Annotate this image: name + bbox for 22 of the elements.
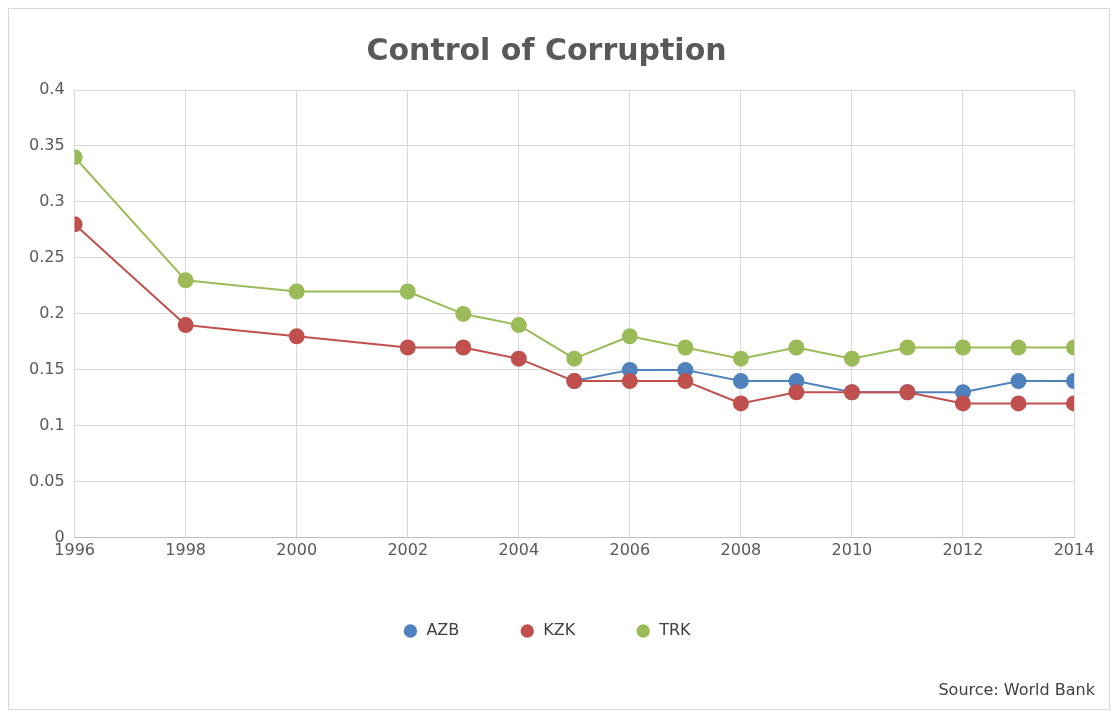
y-tick-label: 0.35: [29, 135, 65, 155]
y-tick-label: 0.05: [29, 470, 65, 490]
x-tick-label: 1998: [165, 539, 207, 559]
x-tick-label: 2010: [831, 539, 873, 559]
x-tick-label: 2004: [498, 539, 540, 559]
x-tick-label: 2000: [276, 539, 318, 559]
legend-label: AZB: [426, 620, 460, 640]
y-tick-label: 0.25: [29, 247, 65, 267]
legend-label: TRK: [658, 620, 692, 640]
legend-label: KZK: [543, 620, 576, 640]
source-note: Source: World Bank: [938, 680, 1095, 699]
x-tick-label: 2008: [720, 539, 762, 559]
x-tick-label: 2014: [1053, 539, 1095, 559]
chart-title: Control of Corruption: [366, 31, 727, 67]
x-tick-label: 2006: [609, 539, 651, 559]
y-tick-label: 0.15: [29, 359, 65, 379]
y-tick-label: 0.2: [39, 303, 65, 323]
y-tick-label: 0.4: [39, 79, 65, 99]
y-tick-label: 0.1: [39, 415, 65, 435]
x-tick-label: 2002: [387, 539, 429, 559]
y-tick-label: 0.3: [39, 191, 65, 211]
x-tick-label: 2012: [942, 539, 984, 559]
